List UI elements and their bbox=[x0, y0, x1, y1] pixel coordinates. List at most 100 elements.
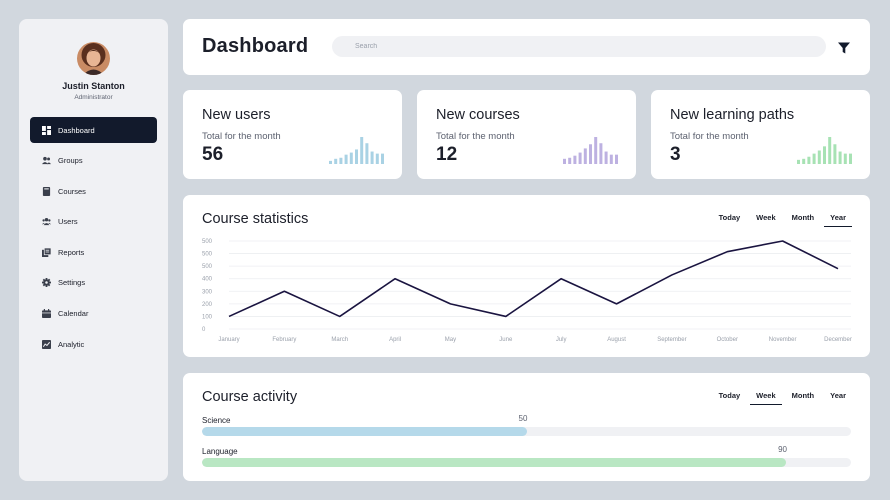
page-title: Dashboard bbox=[202, 35, 309, 57]
sparkline-bar bbox=[349, 152, 353, 164]
activity-value: 50 bbox=[518, 414, 528, 423]
x-tick-label: April bbox=[389, 337, 401, 343]
x-tick-label: January bbox=[218, 337, 239, 343]
stat-title: New users bbox=[202, 107, 271, 123]
course-activity-card: Course activity Today Week Month Year Sc… bbox=[183, 373, 870, 481]
y-tick-label: 500 bbox=[202, 264, 213, 270]
stat-subtitle: Total for the month bbox=[202, 131, 281, 142]
sparkline-bar bbox=[807, 156, 811, 164]
new-users-sparkline bbox=[329, 137, 384, 164]
x-tick-label: March bbox=[331, 337, 348, 343]
course-statistics-tabs: Today Week Month Year bbox=[709, 213, 852, 227]
activity-progress-track bbox=[202, 458, 851, 467]
x-tick-label: October bbox=[717, 337, 738, 343]
sidebar: Justin Stanton Administrator Dashboard G… bbox=[19, 19, 168, 481]
users-icon bbox=[42, 217, 51, 226]
sparkline-bar bbox=[370, 151, 374, 164]
sidebar-item-analytic[interactable]: Analytic bbox=[30, 331, 157, 357]
sidebar-item-label: Settings bbox=[58, 278, 86, 288]
sidebar-item-courses[interactable]: Courses bbox=[30, 178, 157, 204]
groups-icon bbox=[42, 156, 51, 165]
sparkline-bar bbox=[838, 151, 842, 164]
gear-icon bbox=[42, 278, 51, 288]
sidebar-item-label: Reports bbox=[58, 247, 85, 257]
stat-title: New courses bbox=[436, 107, 520, 123]
tab-week[interactable]: Week bbox=[750, 391, 782, 405]
sidebar-item-dashboard[interactable]: Dashboard bbox=[30, 117, 157, 143]
sidebar-item-reports[interactable]: Reports bbox=[30, 239, 157, 265]
new-courses-sparkline bbox=[563, 137, 618, 164]
x-tick-label: November bbox=[769, 337, 797, 343]
user-role: Administrator bbox=[74, 94, 113, 101]
activity-progress-fill bbox=[202, 427, 527, 436]
sparkline-bar bbox=[604, 151, 608, 164]
y-tick-label: 300 bbox=[202, 289, 213, 295]
sparkline-bar bbox=[828, 137, 832, 164]
sparkline-bar bbox=[589, 144, 592, 164]
new-learning-paths-sparkline bbox=[797, 137, 852, 164]
sparkline-bar bbox=[583, 148, 587, 164]
sidebar-item-settings[interactable]: Settings bbox=[30, 270, 157, 296]
sparkline-bar bbox=[573, 155, 577, 164]
x-tick-label: February bbox=[272, 337, 296, 343]
sidebar-item-label: Calendar bbox=[58, 309, 89, 319]
header-bar: Dashboard bbox=[183, 19, 870, 75]
sparkline-bar bbox=[339, 157, 343, 164]
x-tick-label: June bbox=[499, 337, 513, 343]
sparkline-bar bbox=[344, 154, 348, 164]
x-tick-label: September bbox=[657, 337, 686, 343]
stat-title: New learning paths bbox=[670, 107, 795, 123]
y-tick-label: 500 bbox=[202, 239, 213, 245]
sparkline-bar bbox=[615, 154, 618, 164]
sidebar-item-calendar[interactable]: Calendar bbox=[30, 301, 157, 327]
avatar[interactable] bbox=[77, 42, 110, 75]
y-tick-label: 500 bbox=[202, 252, 213, 258]
stat-value: 3 bbox=[670, 144, 681, 165]
sparkline-bar bbox=[599, 143, 603, 164]
course-activity-title: Course activity bbox=[202, 389, 298, 405]
tab-today[interactable]: Today bbox=[718, 391, 741, 400]
activity-progress-track bbox=[202, 427, 851, 436]
stat-card-new-learning-paths: New learning paths Total for the month 3 bbox=[651, 90, 870, 179]
sparkline-bar bbox=[802, 158, 806, 164]
tab-month[interactable]: Month bbox=[791, 391, 815, 400]
y-tick-label: 200 bbox=[202, 302, 213, 308]
analytic-icon bbox=[42, 339, 51, 349]
tab-year[interactable]: Year bbox=[830, 391, 846, 400]
tab-year[interactable]: Year bbox=[824, 213, 852, 227]
sparkline-bar bbox=[594, 137, 598, 164]
x-tick-label: July bbox=[556, 337, 567, 343]
activity-label: Language bbox=[202, 447, 238, 456]
course-statistics-card: 500 500 500 400 300 200 100 0 January February Mar… bbox=[183, 195, 870, 357]
sidebar-item-groups[interactable]: Groups bbox=[30, 148, 157, 174]
sparkline-bar bbox=[797, 159, 800, 164]
sidebar-item-label: Analytic bbox=[58, 339, 85, 349]
sparkline-bar bbox=[355, 149, 358, 164]
stat-card-new-users: New users Total for the month 56 bbox=[183, 90, 402, 179]
user-name: Justin Stanton bbox=[62, 81, 125, 91]
activity-value: 90 bbox=[778, 445, 787, 454]
sparkline-bar bbox=[849, 153, 852, 164]
filter-icon[interactable] bbox=[838, 41, 850, 54]
x-tick-label: May bbox=[445, 337, 456, 343]
sidebar-item-users[interactable]: Users bbox=[30, 209, 157, 235]
x-tick-label: August bbox=[607, 337, 626, 343]
calendar-icon bbox=[42, 309, 51, 319]
stat-value: 56 bbox=[202, 144, 224, 165]
y-tick-label: 0 bbox=[202, 327, 206, 333]
dashboard-icon bbox=[42, 125, 51, 135]
stat-subtitle: Total for the month bbox=[436, 131, 515, 142]
y-tick-label: 400 bbox=[202, 277, 213, 283]
sparkline-bar bbox=[365, 143, 369, 164]
sparkline-bar bbox=[381, 153, 384, 164]
search-input[interactable] bbox=[332, 36, 826, 57]
sparkline-bar bbox=[563, 158, 566, 164]
sparkline-bar bbox=[360, 137, 364, 164]
tab-month[interactable]: Month bbox=[791, 213, 815, 222]
sparkline-bar bbox=[817, 150, 821, 164]
tab-week[interactable]: Week bbox=[756, 213, 776, 222]
sidebar-item-label: Dashboard bbox=[58, 125, 95, 135]
sparkline-bar bbox=[812, 153, 816, 164]
course-statistics-chart: 500 500 500 400 300 200 100 0 January February Mar… bbox=[202, 239, 852, 343]
tab-today[interactable]: Today bbox=[718, 213, 741, 222]
